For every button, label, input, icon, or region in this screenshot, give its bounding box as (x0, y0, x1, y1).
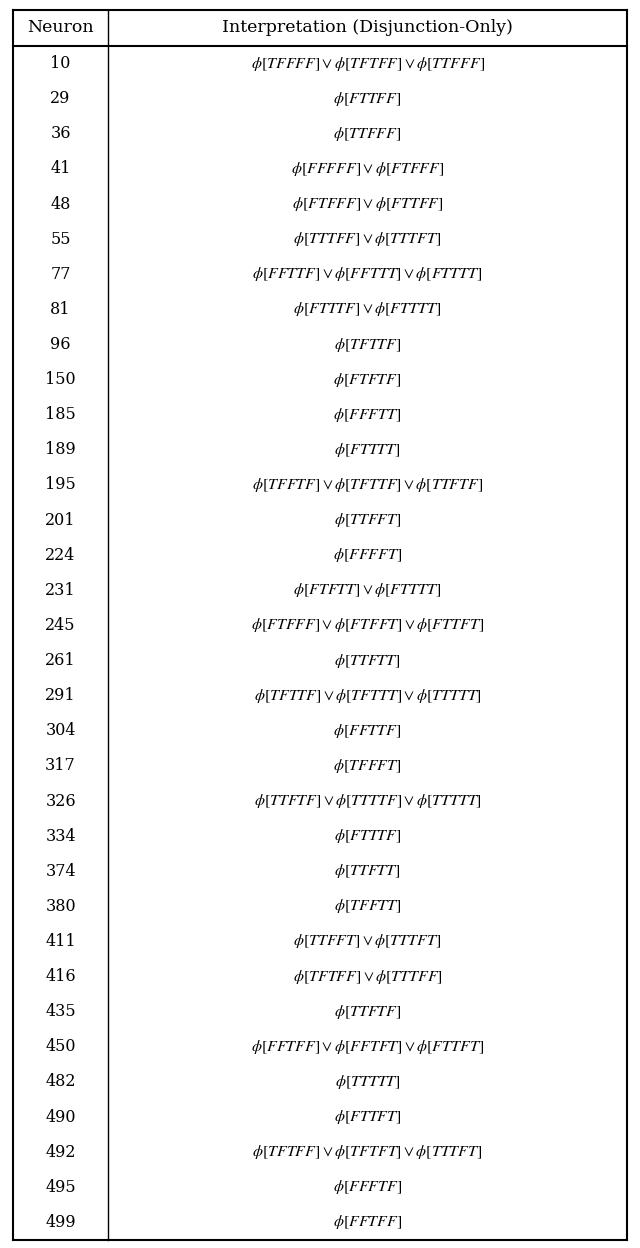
Text: $\phi[FTTFF]$: $\phi[FTTFF]$ (333, 90, 402, 107)
Text: 48: 48 (51, 196, 71, 212)
Text: 450: 450 (45, 1038, 76, 1056)
Text: $\phi[FTFFF] \vee \phi[FTTFF]$: $\phi[FTFFF] \vee \phi[FTTFF]$ (292, 195, 444, 213)
Text: 10: 10 (51, 55, 71, 72)
Text: $\phi[FTTTF]$: $\phi[FTTTF]$ (334, 827, 401, 845)
Text: 29: 29 (51, 90, 71, 107)
Text: $\phi[TFFFT]$: $\phi[TFFFT]$ (333, 756, 402, 775)
Text: 495: 495 (45, 1179, 76, 1196)
Text: $\phi[FFTFF]$: $\phi[FFTFF]$ (333, 1213, 403, 1232)
Text: 36: 36 (51, 125, 71, 142)
Text: $\phi[FTFTT] \vee \phi[FTTTT]$: $\phi[FTFTT] \vee \phi[FTTTT]$ (294, 582, 442, 599)
Text: $\phi[TTFFF]$: $\phi[TTFFF]$ (333, 125, 402, 142)
Text: 435: 435 (45, 1003, 76, 1020)
Text: $\phi[FFFFT]$: $\phi[FFFFT]$ (333, 547, 403, 564)
Text: $\phi[FTTTT]$: $\phi[FTTTT]$ (334, 441, 401, 459)
Text: $\phi[TTTTT]$: $\phi[TTTTT]$ (335, 1073, 401, 1091)
Text: 96: 96 (51, 336, 71, 353)
Text: Neuron: Neuron (28, 20, 94, 36)
Text: 492: 492 (45, 1143, 76, 1161)
Text: 55: 55 (51, 231, 71, 247)
Text: $\phi[FFFFF] \vee \phi[FTFFF]$: $\phi[FFFFF] \vee \phi[FTFFF]$ (291, 160, 444, 178)
Text: $\phi[FTFFF] \vee \phi[FTFFT] \vee \phi[FTTFT]$: $\phi[FTFFF] \vee \phi[FTFFT] \vee \phi[… (251, 617, 484, 634)
Text: $\phi[TFFTT]$: $\phi[TFFTT]$ (334, 897, 401, 915)
Text: $\phi[TFTFF] \vee \phi[TFTFT] \vee \phi[TTTFT]$: $\phi[TFTFF] \vee \phi[TFTFT] \vee \phi[… (252, 1143, 483, 1161)
Text: 317: 317 (45, 758, 76, 775)
Text: $\phi[FFTTF] \vee \phi[FFTTT] \vee \phi[FTTTT]$: $\phi[FFTTF] \vee \phi[FFTTT] \vee \phi[… (252, 266, 483, 283)
Text: 380: 380 (45, 897, 76, 915)
Text: 245: 245 (45, 617, 76, 634)
Text: 224: 224 (45, 547, 76, 564)
Text: 304: 304 (45, 723, 76, 739)
Text: 482: 482 (45, 1073, 76, 1091)
Text: $\phi[TTFTF] \vee \phi[TTTTF] \vee \phi[TTTTT]$: $\phi[TTFTF] \vee \phi[TTTTF] \vee \phi[… (253, 792, 481, 810)
Text: Interpretation (Disjunction-Only): Interpretation (Disjunction-Only) (222, 20, 513, 36)
Text: $\phi[TFTFF] \vee \phi[TTTFF]$: $\phi[TFTFF] \vee \phi[TTTFF]$ (292, 967, 442, 986)
Text: $\phi[FFFTF]$: $\phi[FFFTF]$ (333, 1178, 403, 1197)
Text: 411: 411 (45, 934, 76, 950)
Text: 201: 201 (45, 512, 76, 529)
Text: $\phi[FTTTF] \vee \phi[FTTTT]$: $\phi[FTTTF] \vee \phi[FTTTT]$ (294, 301, 442, 318)
Text: 499: 499 (45, 1214, 76, 1231)
Text: $\phi[FTFTF]$: $\phi[FTFTF]$ (333, 371, 402, 388)
Text: 195: 195 (45, 477, 76, 493)
Text: 185: 185 (45, 407, 76, 423)
Text: $\phi[TTFTF]$: $\phi[TTFTF]$ (334, 1002, 401, 1021)
Text: $\phi[FFTFF] \vee \phi[FFTFT] \vee \phi[FTTFT]$: $\phi[FFTFF] \vee \phi[FFTFT] \vee \phi[… (251, 1038, 484, 1056)
Text: $\phi[TFTTF]$: $\phi[TFTTF]$ (334, 336, 401, 353)
Text: 326: 326 (45, 792, 76, 810)
Text: 231: 231 (45, 582, 76, 599)
Text: 189: 189 (45, 442, 76, 458)
Text: $\phi[TTTFF] \vee \phi[TTTFT]$: $\phi[TTTFF] \vee \phi[TTTFT]$ (294, 230, 442, 248)
Text: $\phi[TTFFT]$: $\phi[TTFFT]$ (334, 512, 401, 529)
Text: $\phi[TTFTT]$: $\phi[TTFTT]$ (334, 651, 401, 670)
Text: 150: 150 (45, 371, 76, 388)
Text: 41: 41 (51, 161, 71, 177)
Text: 374: 374 (45, 862, 76, 880)
Text: 490: 490 (45, 1108, 76, 1126)
Text: $\phi[TFFFF] \vee \phi[TFTFF] \vee \phi[TTFFF]$: $\phi[TFFFF] \vee \phi[TFTFF] \vee \phi[… (250, 55, 484, 72)
Text: 77: 77 (51, 266, 71, 283)
Text: $\phi[TTFTT]$: $\phi[TTFTT]$ (334, 862, 401, 880)
Text: $\phi[TTFFT] \vee \phi[TTTFT]$: $\phi[TTFFT] \vee \phi[TTTFT]$ (294, 932, 442, 951)
Text: 81: 81 (51, 301, 71, 318)
Text: $\phi[FFFTT]$: $\phi[FFFTT]$ (333, 406, 402, 424)
Text: $\phi[TFTTF] \vee \phi[TFTTT] \vee \phi[TTTTT]$: $\phi[TFTTF] \vee \phi[TFTTT] \vee \phi[… (253, 686, 481, 705)
Text: 416: 416 (45, 968, 76, 985)
Text: $\phi[TFFTF] \vee \phi[TFTTF] \vee \phi[TTFTF]$: $\phi[TFFTF] \vee \phi[TFTTF] \vee \phi[… (252, 475, 483, 494)
Text: 261: 261 (45, 651, 76, 669)
Text: 291: 291 (45, 688, 76, 704)
Text: $\phi[FFTTF]$: $\phi[FFTTF]$ (333, 721, 402, 740)
Text: 334: 334 (45, 827, 76, 845)
Text: $\phi[FTTFT]$: $\phi[FTTFT]$ (334, 1108, 401, 1126)
